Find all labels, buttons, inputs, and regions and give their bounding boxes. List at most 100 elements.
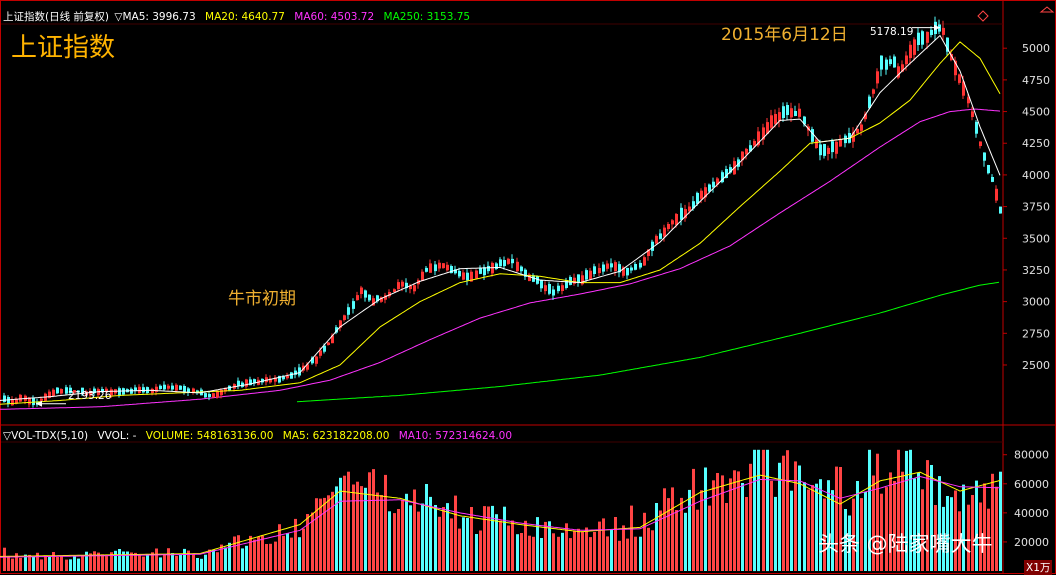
volume-bar	[975, 480, 978, 571]
candle	[454, 269, 457, 274]
candle	[716, 178, 719, 185]
volume-bar	[200, 558, 203, 571]
candle	[971, 111, 974, 117]
volume-bar	[885, 487, 888, 571]
volume-bar	[938, 476, 941, 571]
volume-bar	[187, 550, 190, 571]
candle	[315, 356, 318, 364]
candle	[69, 387, 72, 394]
candle	[885, 59, 888, 70]
volume-bar	[876, 453, 879, 571]
candle	[803, 116, 806, 125]
volume-bar	[487, 506, 490, 571]
candle	[684, 209, 687, 219]
volume-bar	[241, 548, 244, 571]
candle	[790, 108, 793, 118]
ma250-line	[296, 281, 1000, 403]
annotation-marks	[36, 24, 940, 407]
candle	[101, 389, 104, 393]
volume-bar	[766, 449, 769, 572]
volume-bar	[872, 475, 875, 571]
volume-bar	[733, 470, 736, 571]
volume-bar	[909, 449, 912, 572]
volume-bar	[848, 515, 851, 571]
volume-bar	[40, 559, 43, 571]
candle	[950, 54, 953, 61]
volume-bar	[105, 556, 108, 571]
volume-bar	[401, 500, 404, 571]
candle	[917, 32, 920, 45]
candle	[458, 270, 461, 277]
candle	[872, 89, 875, 94]
candle	[671, 220, 674, 225]
candle	[442, 263, 445, 269]
volume-bar	[954, 490, 957, 571]
volume-bar	[491, 505, 494, 571]
volume-bar	[741, 483, 744, 571]
volume-bar	[372, 469, 375, 571]
volume-bar	[442, 507, 445, 571]
volume-bar	[967, 504, 970, 571]
volume-bar	[557, 536, 560, 571]
candle	[401, 281, 404, 287]
candle	[979, 141, 982, 146]
volume-bar	[130, 552, 133, 571]
volume-bar	[749, 463, 752, 571]
candle	[573, 277, 576, 284]
volume-bar	[44, 555, 47, 571]
volume-bar	[368, 472, 371, 571]
candle	[581, 275, 584, 285]
candle	[499, 259, 502, 267]
volume-bar	[282, 535, 285, 571]
scroll-up-icon	[1039, 6, 1055, 13]
candle	[868, 96, 871, 108]
candle	[930, 29, 933, 35]
volume-bar	[659, 510, 662, 571]
candle	[155, 386, 158, 392]
candle	[606, 263, 609, 269]
candle	[643, 257, 646, 266]
volume-bar	[712, 480, 715, 571]
candle	[249, 379, 252, 386]
candle	[552, 289, 555, 296]
volume-bar	[544, 521, 547, 571]
candle	[786, 105, 789, 115]
volume-bar	[224, 547, 227, 571]
volume-bar	[844, 509, 847, 571]
volume-bar	[831, 490, 834, 571]
candle	[105, 388, 108, 392]
volume-bar	[479, 530, 482, 571]
volume-bar	[114, 550, 117, 571]
candle	[975, 121, 978, 134]
volume-bar	[167, 548, 170, 571]
volume-bar	[926, 460, 929, 571]
candle	[762, 127, 765, 140]
volume-bar	[77, 558, 80, 571]
candle	[905, 55, 908, 65]
volume-bar	[835, 466, 838, 571]
volume-bar	[249, 535, 252, 571]
volume-bar	[429, 496, 432, 571]
volume-bar	[233, 536, 236, 571]
volume-bar	[786, 450, 789, 571]
candle	[516, 261, 519, 272]
volume-bar	[692, 468, 695, 571]
candle	[462, 272, 465, 280]
candle	[610, 263, 613, 268]
volume-bar	[511, 520, 514, 571]
volume-bar	[807, 489, 810, 571]
candle	[429, 263, 432, 273]
candle	[319, 350, 322, 356]
candle	[774, 114, 777, 124]
candle	[11, 399, 14, 406]
candle	[647, 249, 650, 256]
candle	[282, 376, 285, 380]
volume-bar	[204, 554, 207, 571]
volume-bar	[302, 528, 305, 571]
main-header: 上证指数(日线 前复权) ▽MA5: 3996.73 MA20: 4640.77…	[3, 9, 470, 24]
volume-bar	[347, 471, 350, 571]
volume-bar	[610, 530, 613, 571]
volume-bar	[48, 555, 51, 571]
volume-bar	[552, 533, 555, 571]
